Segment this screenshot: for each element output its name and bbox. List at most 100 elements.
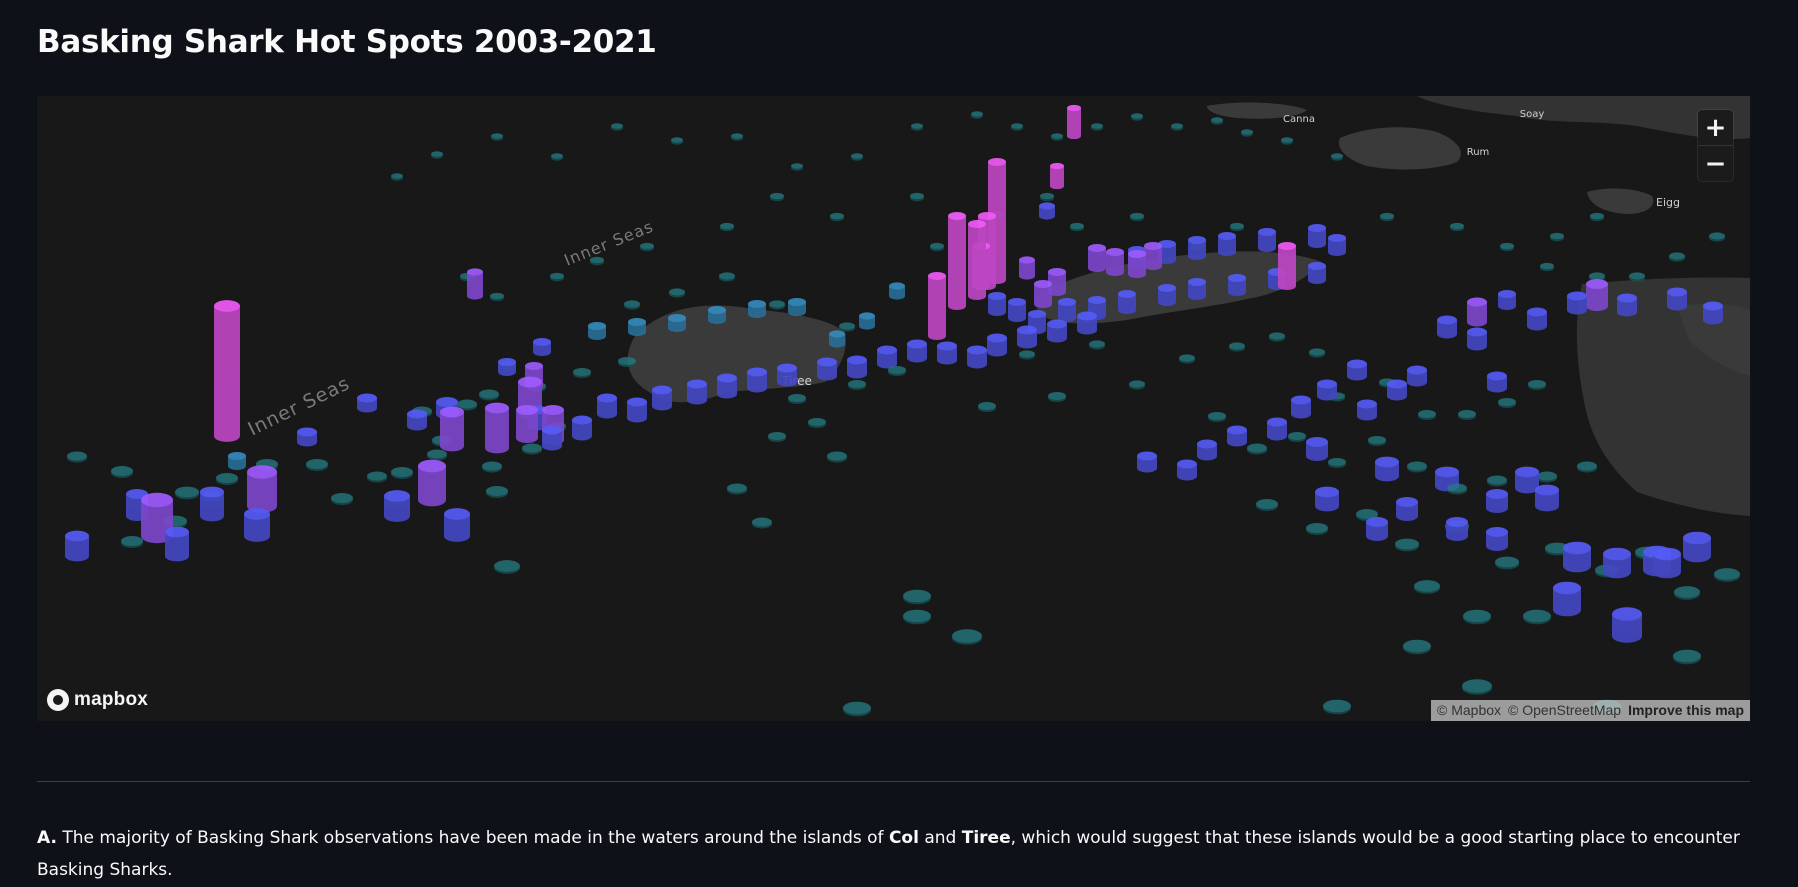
shark-hotspot-column[interactable]: [889, 282, 905, 300]
zoom-out-button[interactable]: −: [1698, 145, 1733, 181]
shark-hotspot-column[interactable]: [851, 153, 863, 161]
shark-hotspot-column[interactable]: [1586, 279, 1608, 311]
shark-hotspot-column[interactable]: [827, 451, 847, 463]
shark-hotspot-column[interactable]: [244, 508, 270, 542]
shark-hotspot-column[interactable]: [948, 211, 966, 311]
shark-hotspot-column[interactable]: [1258, 227, 1276, 253]
shark-hotspot-column[interactable]: [1019, 350, 1035, 360]
shark-hotspot-column[interactable]: [830, 212, 844, 222]
shark-hotspot-column[interactable]: [720, 222, 734, 232]
shark-hotspot-column[interactable]: [903, 589, 931, 605]
shark-hotspot-column[interactable]: [628, 317, 646, 337]
shark-hotspot-column[interactable]: [494, 560, 520, 574]
shark-hotspot-column[interactable]: [624, 300, 640, 310]
shark-hotspot-column[interactable]: [1077, 311, 1097, 335]
shark-hotspot-column[interactable]: [384, 490, 410, 522]
shark-hotspot-column[interactable]: [848, 379, 866, 391]
shark-hotspot-column[interactable]: [859, 312, 875, 330]
shark-hotspot-column[interactable]: [200, 486, 224, 522]
shark-hotspot-column[interactable]: [1467, 327, 1487, 351]
shark-hotspot-column[interactable]: [1414, 580, 1440, 594]
shark-hotspot-column[interactable]: [1267, 417, 1287, 441]
shark-hotspot-column[interactable]: [1450, 222, 1464, 232]
shark-hotspot-column[interactable]: [1211, 117, 1223, 125]
shark-hotspot-column[interactable]: [1128, 249, 1146, 279]
shark-hotspot-column[interactable]: [988, 291, 1006, 317]
shark-hotspot-column[interactable]: [1247, 443, 1267, 455]
shark-hotspot-column[interactable]: [1403, 639, 1431, 655]
shark-hotspot-column[interactable]: [1328, 457, 1346, 469]
shark-hotspot-column[interactable]: [1612, 607, 1642, 643]
shark-hotspot-column[interactable]: [1331, 153, 1343, 161]
shark-hotspot-column[interactable]: [247, 465, 277, 513]
shark-hotspot-column[interactable]: [427, 449, 447, 461]
shark-hotspot-column[interactable]: [1269, 332, 1285, 342]
shark-hotspot-column[interactable]: [747, 367, 767, 393]
shark-hotspot-column[interactable]: [1040, 192, 1054, 202]
shark-hotspot-column[interactable]: [1396, 497, 1418, 521]
shark-hotspot-column[interactable]: [1437, 315, 1457, 339]
shark-hotspot-column[interactable]: [1228, 273, 1246, 297]
shark-hotspot-column[interactable]: [1328, 233, 1346, 257]
shark-hotspot-column[interactable]: [482, 461, 502, 473]
shark-hotspot-column[interactable]: [1048, 391, 1066, 403]
shark-hotspot-column[interactable]: [1467, 297, 1487, 327]
shark-hotspot-column[interactable]: [1278, 241, 1296, 291]
shark-hotspot-column[interactable]: [1528, 379, 1546, 391]
shark-hotspot-column[interactable]: [1447, 483, 1467, 495]
shark-hotspot-column[interactable]: [1357, 399, 1377, 421]
shark-hotspot-column[interactable]: [1089, 340, 1105, 350]
shark-hotspot-column[interactable]: [175, 486, 199, 500]
shark-hotspot-column[interactable]: [847, 355, 867, 379]
shark-hotspot-column[interactable]: [1131, 113, 1143, 121]
shark-hotspot-column[interactable]: [1118, 289, 1136, 315]
shark-hotspot-column[interactable]: [769, 300, 785, 310]
shark-hotspot-column[interactable]: [297, 427, 317, 447]
shark-hotspot-column[interactable]: [877, 345, 897, 369]
shark-hotspot-column[interactable]: [1308, 261, 1326, 285]
shark-hotspot-column[interactable]: [391, 467, 413, 479]
shark-hotspot-column[interactable]: [1050, 162, 1064, 190]
shark-hotspot-column[interactable]: [752, 517, 772, 529]
shark-hotspot-column[interactable]: [1387, 379, 1407, 401]
shark-hotspot-column[interactable]: [687, 379, 707, 405]
shark-hotspot-column[interactable]: [572, 415, 592, 441]
shark-hotspot-column[interactable]: [1674, 586, 1700, 600]
shark-hotspot-column[interactable]: [1137, 451, 1157, 473]
shark-hotspot-column[interactable]: [1486, 489, 1508, 513]
shark-hotspot-column[interactable]: [1177, 459, 1197, 481]
shark-hotspot-column[interactable]: [1500, 242, 1514, 252]
shark-hotspot-column[interactable]: [1067, 104, 1081, 140]
shark-hotspot-column[interactable]: [952, 629, 982, 645]
shark-hotspot-column[interactable]: [1603, 547, 1631, 579]
shark-hotspot-column[interactable]: [1527, 307, 1547, 331]
shark-hotspot-column[interactable]: [1368, 435, 1386, 447]
shark-hotspot-column[interactable]: [1227, 425, 1247, 447]
shark-hotspot-column[interactable]: [788, 393, 806, 405]
shark-hotspot-column[interactable]: [1011, 123, 1023, 131]
shark-hotspot-column[interactable]: [888, 365, 906, 377]
shark-hotspot-column[interactable]: [1380, 212, 1394, 222]
shark-hotspot-column[interactable]: [1418, 409, 1436, 421]
shark-hotspot-column[interactable]: [1306, 523, 1328, 535]
shark-hotspot-column[interactable]: [768, 431, 786, 443]
shark-hotspot-column[interactable]: [550, 272, 564, 282]
attribution-mapbox-link[interactable]: © Mapbox: [1437, 702, 1502, 718]
shark-hotspot-column[interactable]: [1288, 431, 1306, 443]
shark-hotspot-column[interactable]: [907, 339, 927, 363]
shark-hotspot-column[interactable]: [1130, 212, 1144, 222]
shark-hotspot-column[interactable]: [1577, 461, 1597, 473]
shark-hotspot-column[interactable]: [1515, 466, 1539, 494]
shark-hotspot-column[interactable]: [1540, 262, 1554, 272]
shark-hotspot-column[interactable]: [542, 425, 562, 451]
shark-hotspot-column[interactable]: [1047, 319, 1067, 343]
shark-hotspot-column[interactable]: [1714, 568, 1740, 582]
shark-hotspot-column[interactable]: [588, 321, 606, 341]
shark-hotspot-column[interactable]: [1487, 475, 1507, 487]
shark-hotspot-column[interactable]: [717, 373, 737, 399]
shark-hotspot-column[interactable]: [214, 300, 240, 442]
shark-hotspot-column[interactable]: [165, 526, 189, 562]
shark-hotspot-column[interactable]: [1230, 222, 1244, 232]
shark-hotspot-column[interactable]: [1567, 291, 1587, 315]
shark-hotspot-column[interactable]: [357, 393, 377, 413]
